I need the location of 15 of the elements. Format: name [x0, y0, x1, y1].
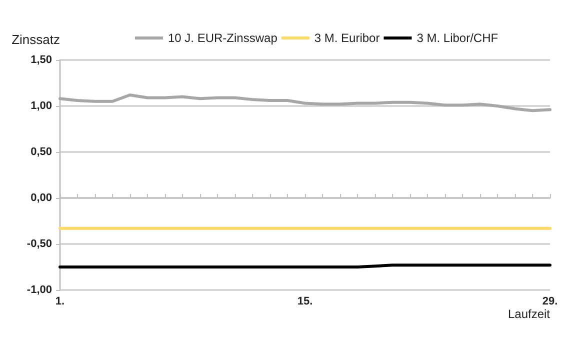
x-axis-title: Laufzeit [508, 307, 551, 321]
y-tick-label: 1,50 [30, 54, 52, 66]
y-axis-title: Zinssatz [12, 32, 60, 47]
line-series [58, 93, 552, 112]
legend-label: 10 J. EUR-Zinsswap [168, 31, 278, 45]
x-tick-label: 15. [297, 296, 313, 308]
x-tick-label: 29. [542, 296, 558, 308]
legend-label: 3 M. Euribor [314, 31, 380, 45]
y-tick-label: 0,50 [30, 146, 52, 158]
y-tick-label: -1,00 [26, 284, 52, 296]
legend-label: 3 M. Libor/CHF [416, 31, 498, 45]
y-tick-label: 1,00 [30, 100, 52, 112]
y-tick-label: -0,50 [26, 238, 52, 250]
y-tick-label: 0,00 [30, 192, 52, 204]
x-tick-label: 1. [55, 296, 65, 308]
